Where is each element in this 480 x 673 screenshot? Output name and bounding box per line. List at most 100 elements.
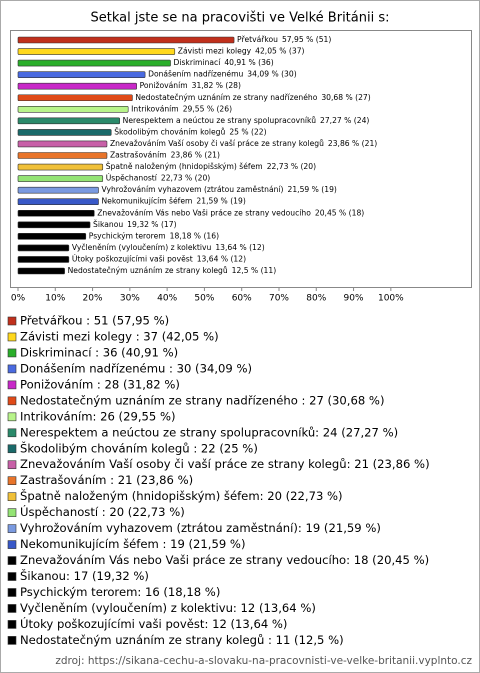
legend-label: Nedostatečným uznáním ze strany kolegů :… xyxy=(20,633,344,647)
bar-label: Diskriminací 40,91 % (36) xyxy=(174,58,274,67)
legend-label: Intrikováním: 26 (29,55 %) xyxy=(20,409,176,423)
category-label: Ponižováním xyxy=(140,81,188,90)
category-label: Útoky poškozujícími vaši pověst xyxy=(72,254,193,263)
x-tick-label: 90% xyxy=(344,294,364,304)
source: zdroj: https://sikana-cechu-a-slovaku-na… xyxy=(55,655,472,667)
legend-label: Šikanou: 17 (19,32 %) xyxy=(20,568,149,583)
legend-swatch xyxy=(7,508,17,517)
legend-swatch xyxy=(7,492,17,501)
bar-label: Útoky poškozujícími vaši pověst 13,64 % (… xyxy=(72,254,246,263)
bar-label: Nedostatečným uznáním ze strany nadřízen… xyxy=(135,93,370,102)
value-label: 22,73 % (20) xyxy=(267,162,316,171)
legend-swatch xyxy=(7,364,17,374)
category-label: Škodolibým chováním kolegů xyxy=(114,127,225,136)
bar-label: Škodolibým chováním kolegů 25 % (22) xyxy=(114,127,266,136)
legend-swatch xyxy=(7,348,17,358)
legend-swatch xyxy=(7,332,17,342)
bar xyxy=(17,94,133,102)
legend-swatch xyxy=(7,428,17,438)
bar-label: Nedostatečným uznáním ze strany kolegů 12… xyxy=(68,266,277,275)
bar xyxy=(17,198,99,205)
bar xyxy=(17,152,108,159)
legend-swatch xyxy=(7,380,17,390)
legend-label: Špatně naloženým (hnidopišským) šéfem: 2… xyxy=(20,488,343,503)
legend-label: Znevažováním Vaší osoby či vaší práce ze… xyxy=(20,457,430,471)
value-label: 27,27 % (24) xyxy=(320,116,369,125)
legend-label: Škodolibým chováním kolegů : 22 (25 %) xyxy=(20,440,258,455)
legend-swatch xyxy=(7,412,17,422)
value-label: 22,73 % (20) xyxy=(161,174,210,183)
bar xyxy=(17,36,235,44)
legend-label: Nekomunikujícím šéfem : 19 (21,59 %) xyxy=(20,537,245,551)
x-tick-label: 20% xyxy=(83,294,103,304)
legend-label: Nerespektem a neúctou ze strany spolupra… xyxy=(20,425,398,439)
bar-label: Donášením nadřízenému 34,09 % (30) xyxy=(148,70,297,79)
bar xyxy=(17,117,120,125)
legend-swatch xyxy=(7,316,17,326)
value-label: 57,95 % (51) xyxy=(282,35,331,44)
category-label: Úspěchaností xyxy=(106,174,158,183)
bar-label: Úspěchaností 22,73 % (20) xyxy=(106,174,211,183)
plot-frame xyxy=(10,30,472,288)
bar-label: Znevažováním Vás nebo Vaši práce ze stra… xyxy=(97,208,364,217)
value-label: 21,59 % (19) xyxy=(196,197,245,206)
bar xyxy=(17,267,65,275)
legend-swatch xyxy=(7,540,17,549)
legend-swatch xyxy=(7,604,17,613)
value-label: 23,86 % (21) xyxy=(328,139,377,148)
legend-label: Zastrašováním : 21 (23,86 %) xyxy=(20,473,193,487)
legend-swatch xyxy=(7,572,17,581)
legend-label: Úspěchaností : 20 (22,73 %) xyxy=(20,504,185,519)
bar xyxy=(17,233,87,240)
bar xyxy=(17,256,70,263)
legend-label: Vyčleněním (vyloučením) z kolektivu: 12 … xyxy=(20,601,316,615)
value-label: 40,91 % (36) xyxy=(224,58,273,67)
bar-label: Přetvářkou 57,95 % (51) xyxy=(237,35,331,44)
bar xyxy=(17,48,176,55)
category-label: Psychickým terorem xyxy=(89,231,166,240)
bar-label: Znevažováním Vaší osoby či vaší práce ze… xyxy=(110,139,377,148)
bar-label: Nekomunikujícím šéfem 21,59 % (19) xyxy=(101,197,245,206)
value-label: 21,59 % (19) xyxy=(288,185,337,194)
category-label: Nekomunikujícím šéfem xyxy=(101,197,192,206)
legend-swatch xyxy=(7,444,17,454)
bar-label: Ponižováním 31,82 % (28) xyxy=(140,81,241,90)
category-label: Přetvářkou xyxy=(237,35,278,44)
category-label: Nedostatečným uznáním ze strany nadřízen… xyxy=(135,93,317,102)
category-label: Nerespektem a neúctou ze strany spolupra… xyxy=(123,116,317,125)
category-label: Špatně naloženým (hnidopišským) šéfem xyxy=(106,162,263,171)
legend-swatch xyxy=(7,620,17,629)
value-label: 13,64 % (12) xyxy=(215,243,264,252)
legend-label: Znevažováním Vás nebo Vaši práce ze stra… xyxy=(20,553,429,567)
bar xyxy=(17,129,112,136)
x-tick-label: 30% xyxy=(120,294,140,304)
bar xyxy=(17,209,95,217)
category-label: Nedostatečným uznáním ze strany kolegů xyxy=(68,266,228,275)
value-label: 31,82 % (28) xyxy=(192,81,241,90)
legend-swatch xyxy=(7,476,17,486)
legend-swatch xyxy=(7,396,17,406)
bar xyxy=(17,140,108,148)
category-label: Závisti mezi kolegy xyxy=(178,47,252,56)
legend-swatch xyxy=(7,588,17,597)
bar xyxy=(17,221,91,229)
bar xyxy=(17,163,104,171)
value-label: 30,68 % (27) xyxy=(321,93,370,102)
value-label: 19,32 % (17) xyxy=(127,220,176,229)
legend-label: Závisti mezi kolegy : 37 (42,05 %) xyxy=(20,329,219,343)
value-label: 13,64 % (12) xyxy=(197,254,246,263)
legend-label: Útoky poškozujícími vaši pověst: 12 (13,… xyxy=(20,616,287,631)
bar xyxy=(17,59,171,67)
value-label: 12,5 % (11) xyxy=(232,266,277,275)
bar-label: Závisti mezi kolegy 42,05 % (37) xyxy=(178,47,305,56)
bar-label: Šikanou 19,32 % (17) xyxy=(93,220,177,229)
category-label: Diskriminací xyxy=(174,58,222,67)
x-tick-label: 100% xyxy=(378,294,404,304)
bar-label: Intrikováním 29,55 % (26) xyxy=(131,104,232,113)
bar xyxy=(17,106,129,113)
legend-label: Vyhrožováním vyhazovem (ztrátou zaměstná… xyxy=(20,521,381,535)
bar-label: Zastrašováním 23,86 % (21) xyxy=(110,151,220,160)
legend-label: Nedostatečným uznáním ze strany nadřízen… xyxy=(20,393,384,407)
bar-label: Psychickým terorem 18,18 % (16) xyxy=(89,231,219,240)
